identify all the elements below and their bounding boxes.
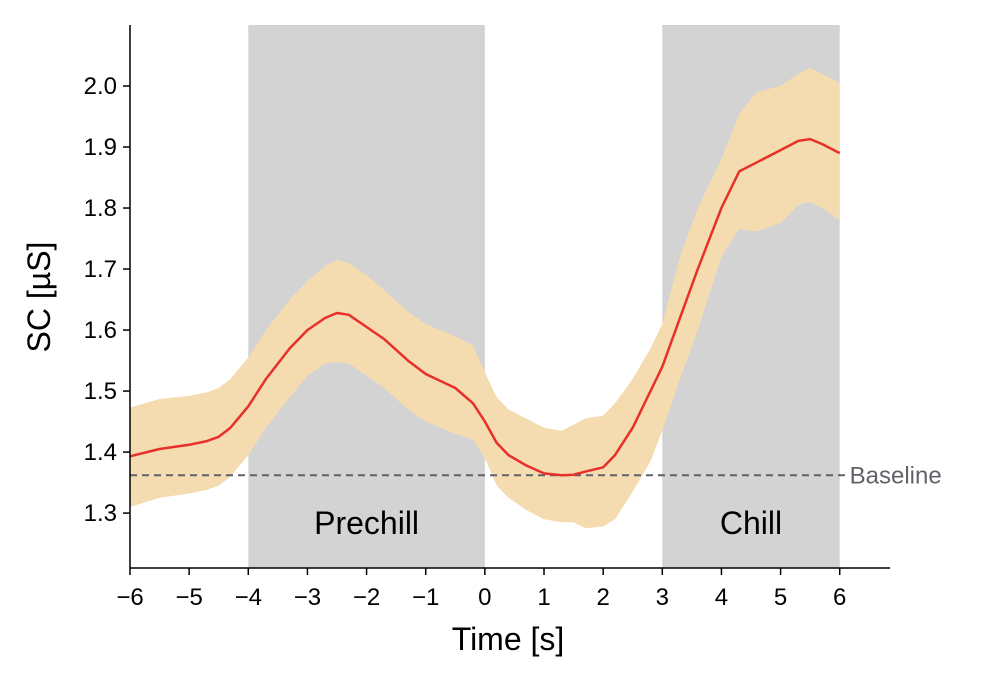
y-tick-label: 2.0	[84, 73, 117, 100]
y-tick-label: 1.9	[84, 134, 117, 161]
x-tick-label: −5	[175, 584, 202, 611]
tick-labels: −6 −5 −4 −3 −2 −1 0 1 2 3 4 5 6 1.3 1.4 1.5 1.6 1.7 1.8 1.9…	[84, 73, 847, 611]
x-tick-label: 0	[478, 584, 491, 611]
x-tick-label: 3	[656, 584, 669, 611]
series-line-0	[129, 137, 841, 477]
axes	[123, 25, 890, 575]
x-tick-label: −4	[235, 584, 262, 611]
y-tick-label: 1.4	[84, 439, 117, 466]
x-tick-label: 6	[833, 584, 846, 611]
y-tick-label: 1.3	[84, 500, 117, 527]
x-tick-label: 4	[715, 584, 728, 611]
confidence-band-0	[130, 67, 840, 529]
x-tick-label: −2	[353, 584, 380, 611]
x-tick-label: −1	[412, 584, 439, 611]
y-tick-label: 1.7	[84, 256, 117, 283]
confidence-bands	[130, 67, 840, 529]
x-tick-label: −6	[116, 584, 143, 611]
y-tick-label: 1.6	[84, 317, 117, 344]
x-tick-label: 1	[537, 584, 550, 611]
region-labels: Prechill Chill	[314, 505, 782, 541]
x-tick-label: −3	[294, 584, 321, 611]
y-tick-label: 1.8	[84, 195, 117, 222]
region-label-chill: Chill	[720, 505, 782, 541]
baseline-label: Baseline	[850, 462, 942, 489]
y-tick-label: 1.5	[84, 378, 117, 405]
x-tick-label: 5	[774, 584, 787, 611]
region-label-prechill: Prechill	[314, 505, 419, 541]
baseline-layer: Baseline	[130, 462, 942, 489]
x-axis-title: Time [s]	[452, 621, 565, 657]
y-axis-title: SC [µS]	[21, 242, 57, 353]
x-tick-label: 2	[596, 584, 609, 611]
